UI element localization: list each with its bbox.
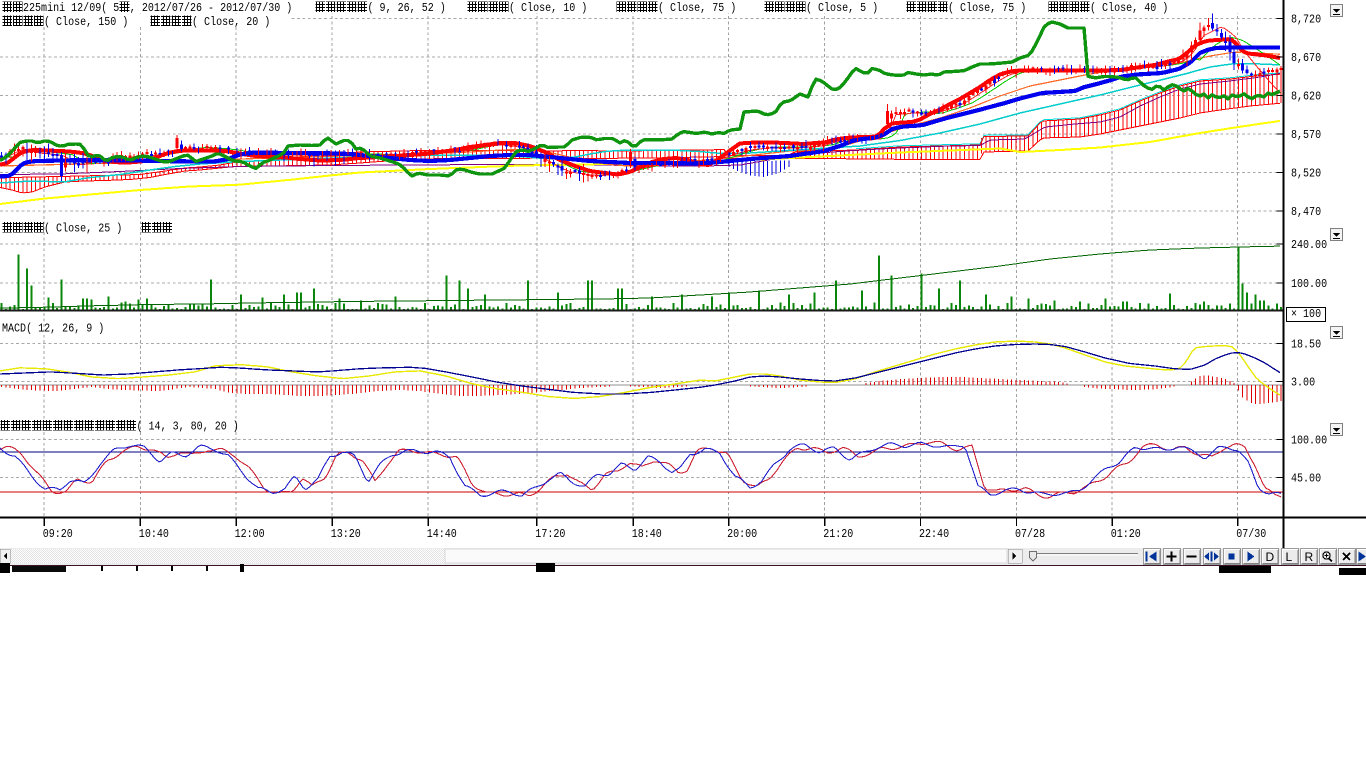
svg-text:( Close, 20 ): ( Close, 20 ) <box>192 16 270 29</box>
svg-text:3.00: 3.00 <box>1291 377 1315 390</box>
svg-text:( Close, 5 ): ( Close, 5 ) <box>806 2 878 15</box>
svg-text:× 100: × 100 <box>1291 308 1321 321</box>
svg-text:8,670: 8,670 <box>1291 52 1321 65</box>
svg-text:22:40: 22:40 <box>919 528 949 541</box>
svg-text:240.00: 240.00 <box>1291 239 1327 252</box>
svg-text:13:20: 13:20 <box>331 528 361 541</box>
svg-text:14:40: 14:40 <box>427 528 457 541</box>
svg-text:, 2012/07/26 - 2012/07/30 ): , 2012/07/26 - 2012/07/30 ) <box>130 2 292 15</box>
svg-text:20:00: 20:00 <box>727 528 757 541</box>
svg-text:10:40: 10:40 <box>139 528 169 541</box>
svg-text:8,570: 8,570 <box>1291 129 1321 142</box>
svg-text:L: L <box>1286 550 1293 564</box>
svg-text:17:20: 17:20 <box>535 528 565 541</box>
svg-text:( Close, 10 ): ( Close, 10 ) <box>509 2 587 15</box>
svg-text:8,620: 8,620 <box>1291 91 1321 104</box>
svg-text:R: R <box>1305 550 1314 564</box>
svg-text:12:00: 12:00 <box>235 528 265 541</box>
svg-text:21:20: 21:20 <box>823 528 853 541</box>
svg-text:D: D <box>1266 550 1275 564</box>
svg-text:( Close, 40 ): ( Close, 40 ) <box>1090 2 1168 15</box>
svg-text:( Close, 75 ): ( Close, 75 ) <box>948 2 1026 15</box>
svg-text:225mini 12/09( 5: 225mini 12/09( 5 <box>23 2 119 15</box>
svg-text:8,720: 8,720 <box>1291 14 1321 27</box>
svg-text:8,470: 8,470 <box>1291 206 1321 219</box>
svg-text:100.00: 100.00 <box>1291 435 1327 448</box>
svg-text:8,520: 8,520 <box>1291 168 1321 181</box>
svg-text:18:40: 18:40 <box>632 528 662 541</box>
svg-text:( Close, 75 ): ( Close, 75 ) <box>658 2 736 15</box>
svg-text:( 14, 3, 80, 20 ): ( 14, 3, 80, 20 ) <box>137 421 239 434</box>
svg-text:07/28: 07/28 <box>1015 528 1045 541</box>
svg-text:01:20: 01:20 <box>1111 528 1141 541</box>
svg-text:( 9, 26, 52 ): ( 9, 26, 52 ) <box>368 2 446 15</box>
svg-text:18.50: 18.50 <box>1291 339 1321 352</box>
svg-text:( Close, 25 ): ( Close, 25 ) <box>44 223 122 236</box>
svg-text:100.00: 100.00 <box>1291 278 1327 291</box>
svg-text:09:20: 09:20 <box>43 528 73 541</box>
svg-text:07/30: 07/30 <box>1236 528 1266 541</box>
svg-text:MACD( 12, 26, 9 ): MACD( 12, 26, 9 ) <box>2 323 104 336</box>
svg-text:45.00: 45.00 <box>1291 473 1321 486</box>
svg-text:( Close, 150 ): ( Close, 150 ) <box>44 16 128 29</box>
